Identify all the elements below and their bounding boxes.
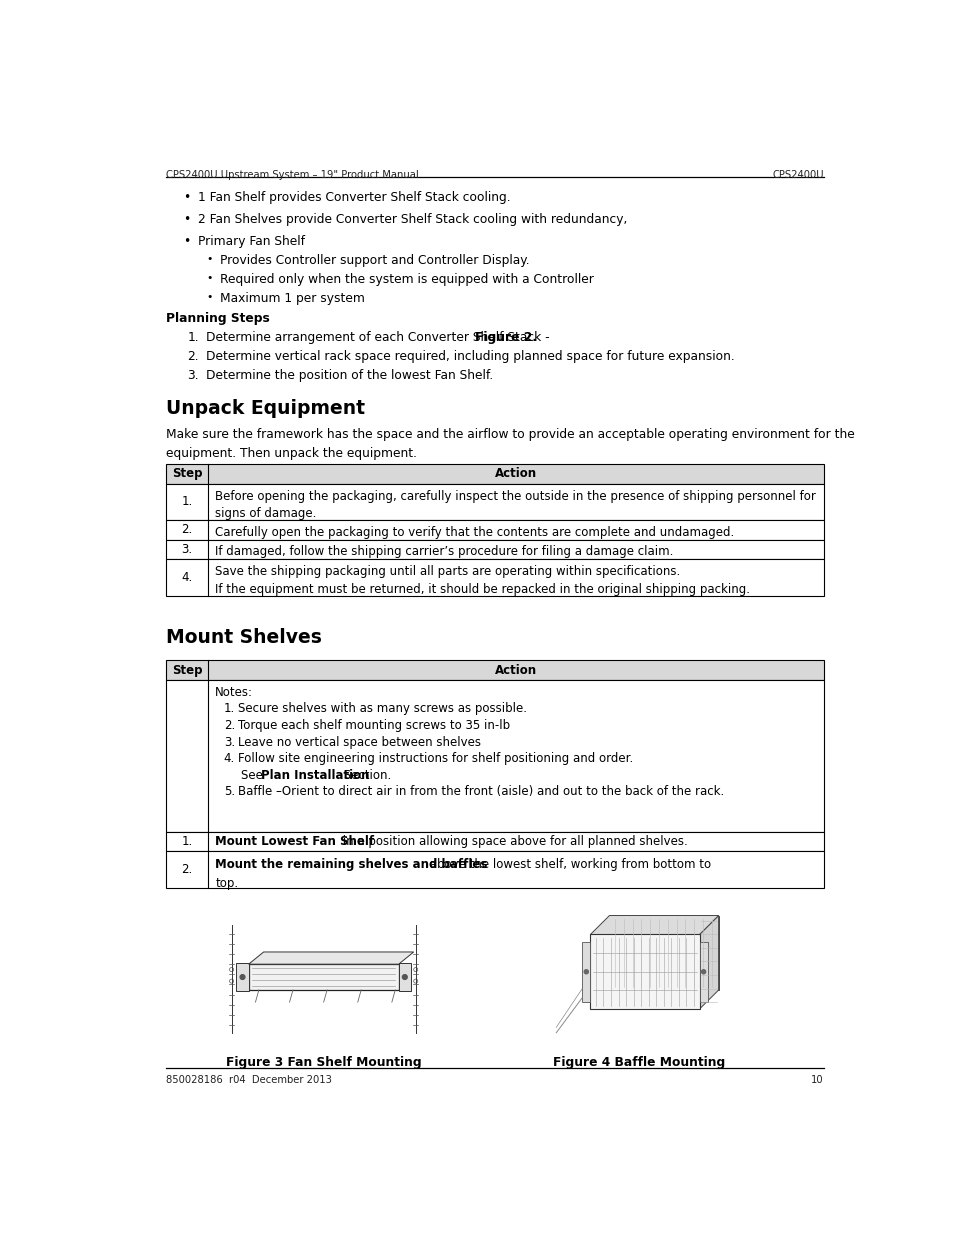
Text: Figure 2.: Figure 2.: [475, 331, 537, 345]
Text: •: •: [206, 254, 213, 264]
Bar: [166, 680, 822, 832]
Text: signs of damage.: signs of damage.: [215, 508, 316, 520]
Text: Torque each shelf mounting screws to 35 in-lb: Torque each shelf mounting screws to 35 …: [237, 719, 510, 732]
Text: Determine arrangement of each Converter Shelf Stack -: Determine arrangement of each Converter …: [206, 331, 553, 345]
Text: 2 Fan Shelves provide Converter Shelf Stack cooling with redundancy,: 2 Fan Shelves provide Converter Shelf St…: [198, 214, 627, 226]
Text: above the lowest shelf, working from bottom to: above the lowest shelf, working from bot…: [426, 858, 711, 872]
Text: Action: Action: [495, 467, 537, 480]
Text: •: •: [183, 214, 190, 226]
Text: Primary Fan Shelf: Primary Fan Shelf: [198, 235, 305, 248]
Text: Action: Action: [495, 663, 537, 677]
Bar: [590, 935, 699, 1009]
Text: Baffle –Orient to direct air in from the front (aisle) and out to the back of th: Baffle –Orient to direct air in from the…: [237, 785, 723, 798]
Text: If the equipment must be returned, it should be repacked in the original shippin: If the equipment must be returned, it sh…: [215, 583, 750, 595]
Bar: [166, 559, 822, 595]
Text: 3.: 3.: [187, 369, 199, 382]
Circle shape: [583, 969, 588, 973]
Text: 3.: 3.: [224, 736, 234, 748]
Bar: [236, 963, 249, 992]
Text: 4.: 4.: [181, 571, 193, 584]
Text: CPS2400U Upstream System – 19" Product Manual: CPS2400U Upstream System – 19" Product M…: [166, 169, 418, 180]
Text: Maximum 1 per system: Maximum 1 per system: [220, 291, 364, 305]
Text: •: •: [206, 273, 213, 283]
Text: Provides Controller support and Controller Display.: Provides Controller support and Controll…: [220, 254, 529, 267]
Text: Plan Installation: Plan Installation: [261, 768, 369, 782]
Text: Figure 3 Fan Shelf Mounting: Figure 3 Fan Shelf Mounting: [226, 1056, 421, 1068]
Text: Planning Steps: Planning Steps: [166, 312, 269, 325]
Text: CPS2400U: CPS2400U: [771, 169, 822, 180]
Bar: [166, 464, 822, 484]
Text: 2.: 2.: [224, 719, 234, 732]
Text: 2.: 2.: [181, 524, 193, 536]
Bar: [699, 942, 707, 1002]
Circle shape: [240, 974, 245, 979]
Text: 1.: 1.: [187, 331, 199, 345]
Text: 3.: 3.: [181, 543, 193, 556]
Polygon shape: [699, 915, 718, 1009]
Text: Section.: Section.: [340, 768, 391, 782]
Text: Unpack Equipment: Unpack Equipment: [166, 399, 364, 417]
Text: Leave no vertical space between shelves: Leave no vertical space between shelves: [237, 736, 480, 748]
Text: Follow site engineering instructions for shelf positioning and order.: Follow site engineering instructions for…: [237, 752, 633, 766]
Text: See: See: [241, 768, 266, 782]
Bar: [166, 661, 822, 680]
Text: 10: 10: [810, 1074, 822, 1084]
Circle shape: [700, 969, 705, 973]
Text: Before opening the packaging, carefully inspect the outside in the presence of s: Before opening the packaging, carefully …: [215, 489, 816, 503]
Bar: [166, 540, 822, 559]
Circle shape: [402, 974, 407, 979]
Text: equipment. Then unpack the equipment.: equipment. Then unpack the equipment.: [166, 447, 416, 461]
Bar: [166, 484, 822, 520]
Text: Save the shipping packaging until all parts are operating within specifications.: Save the shipping packaging until all pa…: [215, 566, 679, 578]
Text: top.: top.: [215, 877, 238, 890]
Text: Determine vertical rack space required, including planned space for future expan: Determine vertical rack space required, …: [206, 350, 734, 363]
Text: 850028186  r04  December 2013: 850028186 r04 December 2013: [166, 1074, 332, 1084]
Text: Carefully open the packaging to verify that the contents are complete and undama: Carefully open the packaging to verify t…: [215, 526, 734, 538]
Text: •: •: [206, 291, 213, 301]
Text: Figure 4 Baffle Mounting: Figure 4 Baffle Mounting: [553, 1056, 725, 1068]
Text: 2.: 2.: [187, 350, 199, 363]
Bar: [249, 965, 398, 990]
Bar: [166, 520, 822, 540]
Text: Notes:: Notes:: [215, 685, 253, 699]
Text: Mount the remaining shelves and baffles: Mount the remaining shelves and baffles: [215, 858, 487, 872]
Text: Determine the position of the lowest Fan Shelf.: Determine the position of the lowest Fan…: [206, 369, 493, 382]
Text: Step: Step: [172, 467, 202, 480]
Text: Mount Shelves: Mount Shelves: [166, 627, 321, 647]
Text: 5.: 5.: [224, 785, 234, 798]
Text: If damaged, follow the shipping carrier’s procedure for filing a damage claim.: If damaged, follow the shipping carrier’…: [215, 546, 673, 558]
Text: in a position allowing space above for all planned shelves.: in a position allowing space above for a…: [338, 835, 687, 848]
Text: •: •: [183, 191, 190, 204]
Bar: [166, 851, 822, 888]
Bar: [609, 915, 718, 990]
Bar: [581, 942, 590, 1002]
Bar: [166, 832, 822, 851]
Text: 1 Fan Shelf provides Converter Shelf Stack cooling.: 1 Fan Shelf provides Converter Shelf Sta…: [198, 191, 511, 204]
Bar: [398, 963, 411, 992]
Text: 1.: 1.: [181, 495, 193, 509]
Polygon shape: [249, 952, 414, 965]
Text: 4.: 4.: [224, 752, 234, 766]
Text: Make sure the framework has the space and the airflow to provide an acceptable o: Make sure the framework has the space an…: [166, 429, 854, 441]
Text: Secure shelves with as many screws as possible.: Secure shelves with as many screws as po…: [237, 703, 526, 715]
Polygon shape: [590, 915, 718, 935]
Text: Mount Lowest Fan Shelf: Mount Lowest Fan Shelf: [215, 835, 375, 848]
Text: Step: Step: [172, 663, 202, 677]
Text: •: •: [183, 235, 190, 248]
Text: 2.: 2.: [181, 863, 193, 876]
Text: 1.: 1.: [181, 835, 193, 848]
Text: 1.: 1.: [224, 703, 234, 715]
Text: Required only when the system is equipped with a Controller: Required only when the system is equippe…: [220, 273, 594, 287]
